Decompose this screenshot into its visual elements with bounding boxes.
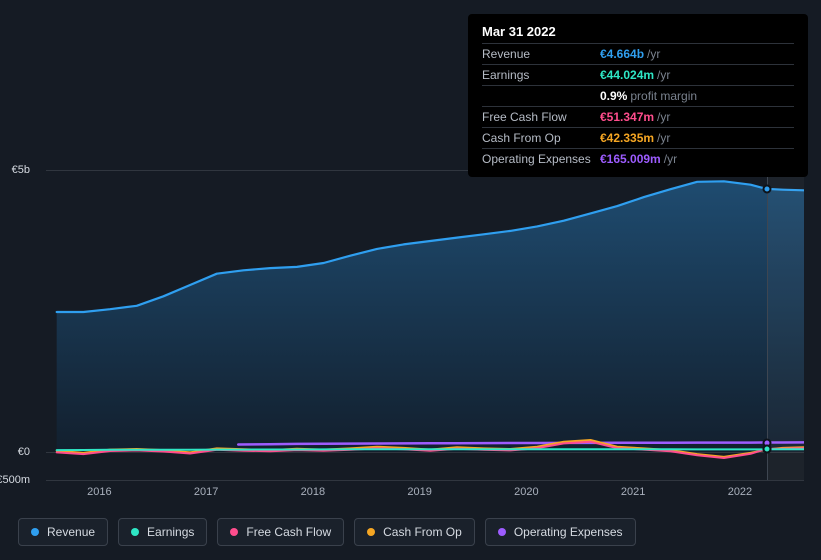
tooltip-row-value: €4.664b bbox=[600, 47, 644, 61]
x-tick-label: 2021 bbox=[621, 486, 645, 498]
tooltip-row-value: €44.024m bbox=[600, 68, 654, 82]
tooltip-row-suffix: /yr bbox=[664, 152, 677, 166]
tooltip-row-label: Free Cash Flow bbox=[482, 110, 600, 124]
legend-dot-icon bbox=[31, 528, 39, 536]
hover-marker-revenue bbox=[762, 184, 771, 193]
tooltip-row-label: Earnings bbox=[482, 68, 600, 82]
legend-item-operating_expenses[interactable]: Operating Expenses bbox=[485, 518, 636, 546]
hover-marker-earnings bbox=[762, 445, 771, 454]
legend-dot-icon bbox=[230, 528, 238, 536]
x-tick-label: 2016 bbox=[87, 486, 111, 498]
tooltip-row-value: €51.347m bbox=[600, 110, 654, 124]
chart-tooltip: Mar 31 2022 Revenue€4.664b/yrEarnings€44… bbox=[468, 14, 808, 177]
hover-guideline bbox=[767, 170, 768, 480]
legend-item-revenue[interactable]: Revenue bbox=[18, 518, 108, 546]
tooltip-row-suffix: /yr bbox=[647, 47, 660, 61]
tooltip-row: Free Cash Flow€51.347m/yr bbox=[482, 106, 794, 127]
tooltip-row-suffix: /yr bbox=[657, 131, 670, 145]
legend-dot-icon bbox=[131, 528, 139, 536]
tooltip-row-value: 0.9% bbox=[600, 89, 627, 103]
legend-label: Free Cash Flow bbox=[246, 525, 331, 539]
tooltip-date: Mar 31 2022 bbox=[482, 24, 794, 43]
x-tick-label: 2020 bbox=[514, 486, 538, 498]
tooltip-row-label: Revenue bbox=[482, 47, 600, 61]
legend-label: Cash From Op bbox=[383, 525, 462, 539]
x-tick-label: 2018 bbox=[301, 486, 325, 498]
legend-label: Operating Expenses bbox=[514, 525, 623, 539]
x-tick-label: 2017 bbox=[194, 486, 218, 498]
tooltip-row: Revenue€4.664b/yr bbox=[482, 43, 794, 64]
tooltip-row: 0.9%profit margin bbox=[482, 85, 794, 106]
tooltip-row-label: Cash From Op bbox=[482, 131, 600, 145]
legend-label: Earnings bbox=[147, 525, 194, 539]
legend-item-free_cash_flow[interactable]: Free Cash Flow bbox=[217, 518, 344, 546]
tooltip-row: Earnings€44.024m/yr bbox=[482, 64, 794, 85]
legend-item-cash_from_op[interactable]: Cash From Op bbox=[354, 518, 475, 546]
series-line-earnings bbox=[57, 449, 804, 450]
series-area-revenue bbox=[57, 181, 804, 452]
tooltip-row: Operating Expenses€165.009m/yr bbox=[482, 148, 794, 169]
tooltip-row-value: €165.009m bbox=[600, 152, 661, 166]
tooltip-row-value: €42.335m bbox=[600, 131, 654, 145]
chart-legend: Revenue Earnings Free Cash Flow Cash From O… bbox=[18, 518, 636, 546]
legend-dot-icon bbox=[367, 528, 375, 536]
legend-item-earnings[interactable]: Earnings bbox=[118, 518, 207, 546]
forecast-band bbox=[767, 170, 804, 480]
tooltip-row-suffix: /yr bbox=[657, 68, 670, 82]
plot-area[interactable] bbox=[18, 170, 804, 480]
gridline bbox=[46, 480, 804, 481]
tooltip-row-suffix: profit margin bbox=[630, 89, 697, 103]
legend-label: Revenue bbox=[47, 525, 95, 539]
tooltip-row-suffix: /yr bbox=[657, 110, 670, 124]
legend-dot-icon bbox=[498, 528, 506, 536]
x-tick-label: 2022 bbox=[728, 486, 752, 498]
tooltip-row-label: Operating Expenses bbox=[482, 152, 600, 166]
x-tick-label: 2019 bbox=[407, 486, 431, 498]
tooltip-row: Cash From Op€42.335m/yr bbox=[482, 127, 794, 148]
financials-area-chart: €5b€0-€500m 2016201720182019202020212022… bbox=[0, 0, 821, 560]
